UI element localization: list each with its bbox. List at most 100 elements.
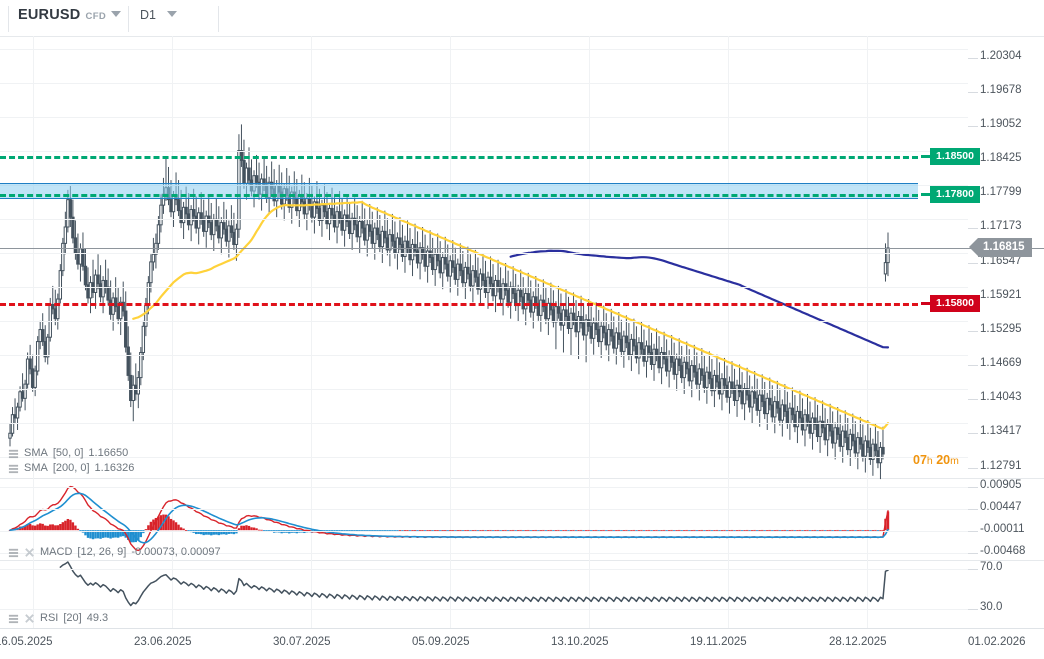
resistance-line-1 [0,156,918,160]
pane-divider-top [0,36,1044,37]
date-axis-tick-label: 30.07.2025 [273,636,331,648]
pane-divider-rsi [0,560,1044,561]
legend-sma-200[interactable]: SMA [200, 0] 1.16326 [8,462,134,474]
horizontal-gridline [0,423,968,424]
level-badge-resistance-2[interactable]: 1.17800 [930,186,980,204]
macd-axis-tick-label: -0.00011 [980,523,1025,535]
price-axis-tick-label: 1.17799 [980,186,1022,199]
legend-params: [12, 26, 9] [77,546,127,558]
current-price-badge[interactable]: 1.16815 [978,238,1032,258]
macd-axis-tick [968,487,978,488]
macd-axis-tick-label: 0.00905 [980,479,1022,491]
legend-macd[interactable]: MACD [12, 26, 9] -0.00073, 0.00097 [8,546,221,558]
close-icon[interactable] [24,547,35,558]
rsi-axis-tick-label: 70.0 [980,561,1003,573]
current-price-line [0,247,1044,249]
symbol-selector[interactable]: EURUSD CFD [18,7,122,23]
price-pane[interactable] [0,36,968,480]
chevron-down-icon[interactable] [166,11,177,17]
price-axis[interactable]: 1.20304 1.19678 1.19052 1.18425 1.17799 1.171… [968,36,1044,628]
price-axis-tick [968,228,978,230]
symbol-name: EURUSD [18,7,81,23]
toolbar-divider [128,6,129,32]
bar-countdown-timer: 07h 20m [913,453,959,467]
macd-pane[interactable] [0,478,968,560]
price-axis-tick-label: 1.15921 [980,288,1022,301]
price-axis-tick-label: 1.14669 [980,357,1022,370]
date-axis-tick-label: 01.02.2026 [968,636,1026,648]
layers-icon[interactable] [8,448,19,459]
horizontal-gridline [0,487,968,488]
rsi-axis-tick [968,569,978,570]
legend-value: -0.00073, 0.00097 [131,546,221,558]
date-axis[interactable]: 16.05.2025 23.06.2025 30.07.2025 05.09.2025… [0,628,1044,659]
price-axis-tick [968,125,978,127]
symbol-kind: CFD [85,11,107,22]
rsi-pane[interactable] [0,560,968,628]
chevron-down-icon[interactable] [111,11,122,17]
legend-name: MACD [40,546,73,558]
vertical-gridline [172,36,173,628]
horizontal-gridline [0,609,968,610]
horizontal-gridline [0,117,968,118]
legend-value: 1.16650 [88,447,129,459]
date-axis-tick-label: 05.09.2025 [412,636,470,648]
legend-name: RSI [40,612,59,624]
horizontal-gridline [0,389,968,390]
legend-value: 49.3 [86,612,109,624]
rsi-axis-tick-label: 30.0 [980,601,1003,613]
price-axis-tick [968,57,978,59]
date-axis-tick-label: 16.05.2025 [0,636,53,648]
vertical-gridline [311,36,312,628]
price-axis-tick [968,91,978,93]
horizontal-gridline [0,509,968,510]
price-axis-tick-label: 1.14043 [980,391,1022,404]
macd-axis-tick [968,509,978,510]
price-axis-tick-label: 1.13417 [980,425,1022,438]
macd-axis-tick [968,553,978,554]
macd-axis-tick-label: 0.00447 [980,501,1022,513]
price-axis-tick-label: 1.19052 [980,117,1022,130]
horizontal-gridline [0,253,968,254]
level-badge-stop[interactable]: 1.15800 [930,295,980,313]
legend-params: [50, 0] [52,447,84,459]
price-axis-tick [968,399,978,401]
vertical-gridline [867,36,868,628]
price-axis-tick [968,467,978,469]
date-axis-tick-label: 23.06.2025 [134,636,192,648]
price-axis-tick-label: 1.19678 [980,83,1022,96]
legend-name: SMA [24,462,48,474]
price-axis-tick-label: 1.12791 [980,459,1022,472]
vertical-gridline [450,36,451,628]
vertical-gridline [33,36,34,628]
price-axis-tick [968,365,978,367]
legend-value: 1.16326 [94,462,135,474]
price-axis-tick-label: 1.17173 [980,220,1022,233]
countdown-hours: 07 [913,453,927,467]
close-icon[interactable] [24,613,35,624]
toolbar-divider [218,6,219,32]
price-axis-tick-label: 1.15295 [980,322,1022,335]
level-badge-resistance-1[interactable]: 1.18500 [930,148,980,166]
legend-rsi[interactable]: RSI [20] 49.3 [8,612,108,624]
price-axis-tick [968,262,978,264]
current-price-pointer [969,238,978,257]
resistance-line-2 [0,194,918,198]
horizontal-gridline [0,457,968,458]
layers-icon[interactable] [8,613,19,624]
layers-icon[interactable] [8,547,19,558]
date-axis-tick-label: 13.10.2025 [551,636,609,648]
horizontal-gridline [0,553,968,554]
macd-axis-tick-label: -0.00468 [980,545,1026,557]
legend-sma-50[interactable]: SMA [50, 0] 1.16650 [8,447,128,459]
countdown-minutes-unit: m [950,455,959,467]
layers-icon[interactable] [8,463,19,474]
pane-divider-macd [0,478,1044,479]
level-tick [921,155,930,159]
horizontal-gridline [0,531,968,532]
horizontal-gridline [0,569,968,570]
candlestick-plot [8,124,890,480]
timeframe-selector[interactable]: D1 [140,8,177,22]
toolbar-divider [8,6,9,32]
